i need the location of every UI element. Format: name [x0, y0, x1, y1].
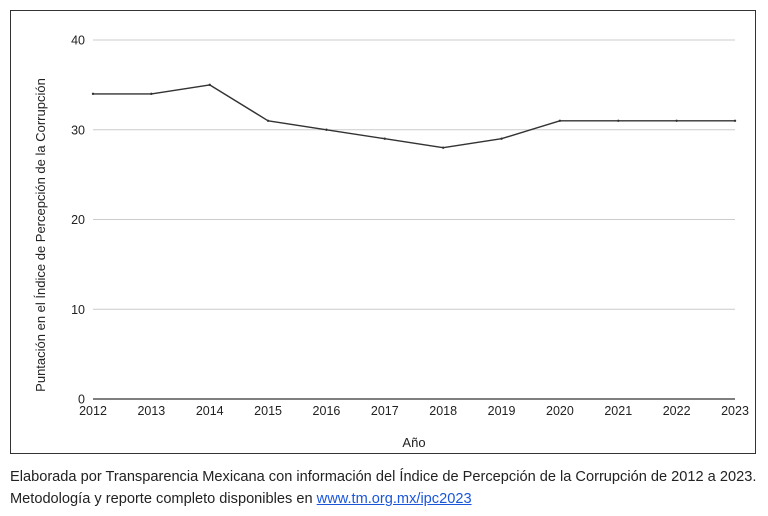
x-tick-label-2015: 2015: [254, 404, 282, 418]
y-tick-labels: 0 10 20 30 40: [71, 34, 85, 407]
data-point-2016: [325, 128, 328, 131]
data-point-2015: [266, 119, 270, 122]
y-tick-label-20: 20: [71, 213, 85, 227]
data-point-2022: [675, 119, 678, 122]
x-tick-labels: 2012 2013 2014 2015 2016 2017 2018 2019 2020 2021…: [79, 404, 749, 418]
data-point-2017: [383, 137, 387, 140]
x-tick-label-2020: 2020: [546, 404, 574, 418]
caption-text: Elaborada por Transparencia Mexicana con…: [10, 469, 757, 507]
x-tick-label-2021: 2021: [604, 404, 632, 418]
x-axis-title: Año: [402, 435, 425, 450]
x-tick-label-2012: 2012: [79, 404, 107, 418]
series-line-0: [93, 84, 735, 149]
grid-layer: [93, 39, 735, 400]
y-tick-label-30: 30: [71, 123, 85, 137]
x-tick-label-2016: 2016: [313, 404, 341, 418]
y-tick-label-10: 10: [71, 303, 85, 317]
data-point-2018: [441, 146, 445, 149]
x-tick-label-2022: 2022: [663, 404, 691, 418]
caption-link[interactable]: www.tm.org.mx/ipc2023: [316, 491, 472, 507]
series-layer: [91, 83, 737, 149]
x-tick-label-2019: 2019: [488, 404, 516, 418]
x-tick-label-2017: 2017: [371, 404, 399, 418]
y-axis-title: Puntación en el Índice de Percepción de …: [33, 78, 48, 392]
data-point-2020: [558, 119, 562, 122]
x-tick-label-2018: 2018: [429, 404, 457, 418]
x-tick-label-2014: 2014: [196, 404, 224, 418]
data-point-2019: [500, 137, 503, 140]
data-point-2013: [150, 92, 153, 96]
x-tick-label-2023: 2023: [721, 404, 749, 418]
chart-frame: 0 10 20 30 40 2012 2013 2014 2015 2016 2017 2018 20…: [10, 10, 756, 454]
x-tick-label-2013: 2013: [137, 404, 165, 418]
chart-caption: Elaborada por Transparencia Mexicana con…: [10, 466, 758, 510]
y-tick-label-40: 40: [71, 34, 85, 48]
y-tick-label-0: 0: [78, 393, 85, 407]
data-point-2014: [208, 83, 211, 87]
data-point-2021: [617, 119, 620, 122]
data-point-2023: [733, 119, 737, 122]
data-point-2012: [91, 92, 95, 96]
